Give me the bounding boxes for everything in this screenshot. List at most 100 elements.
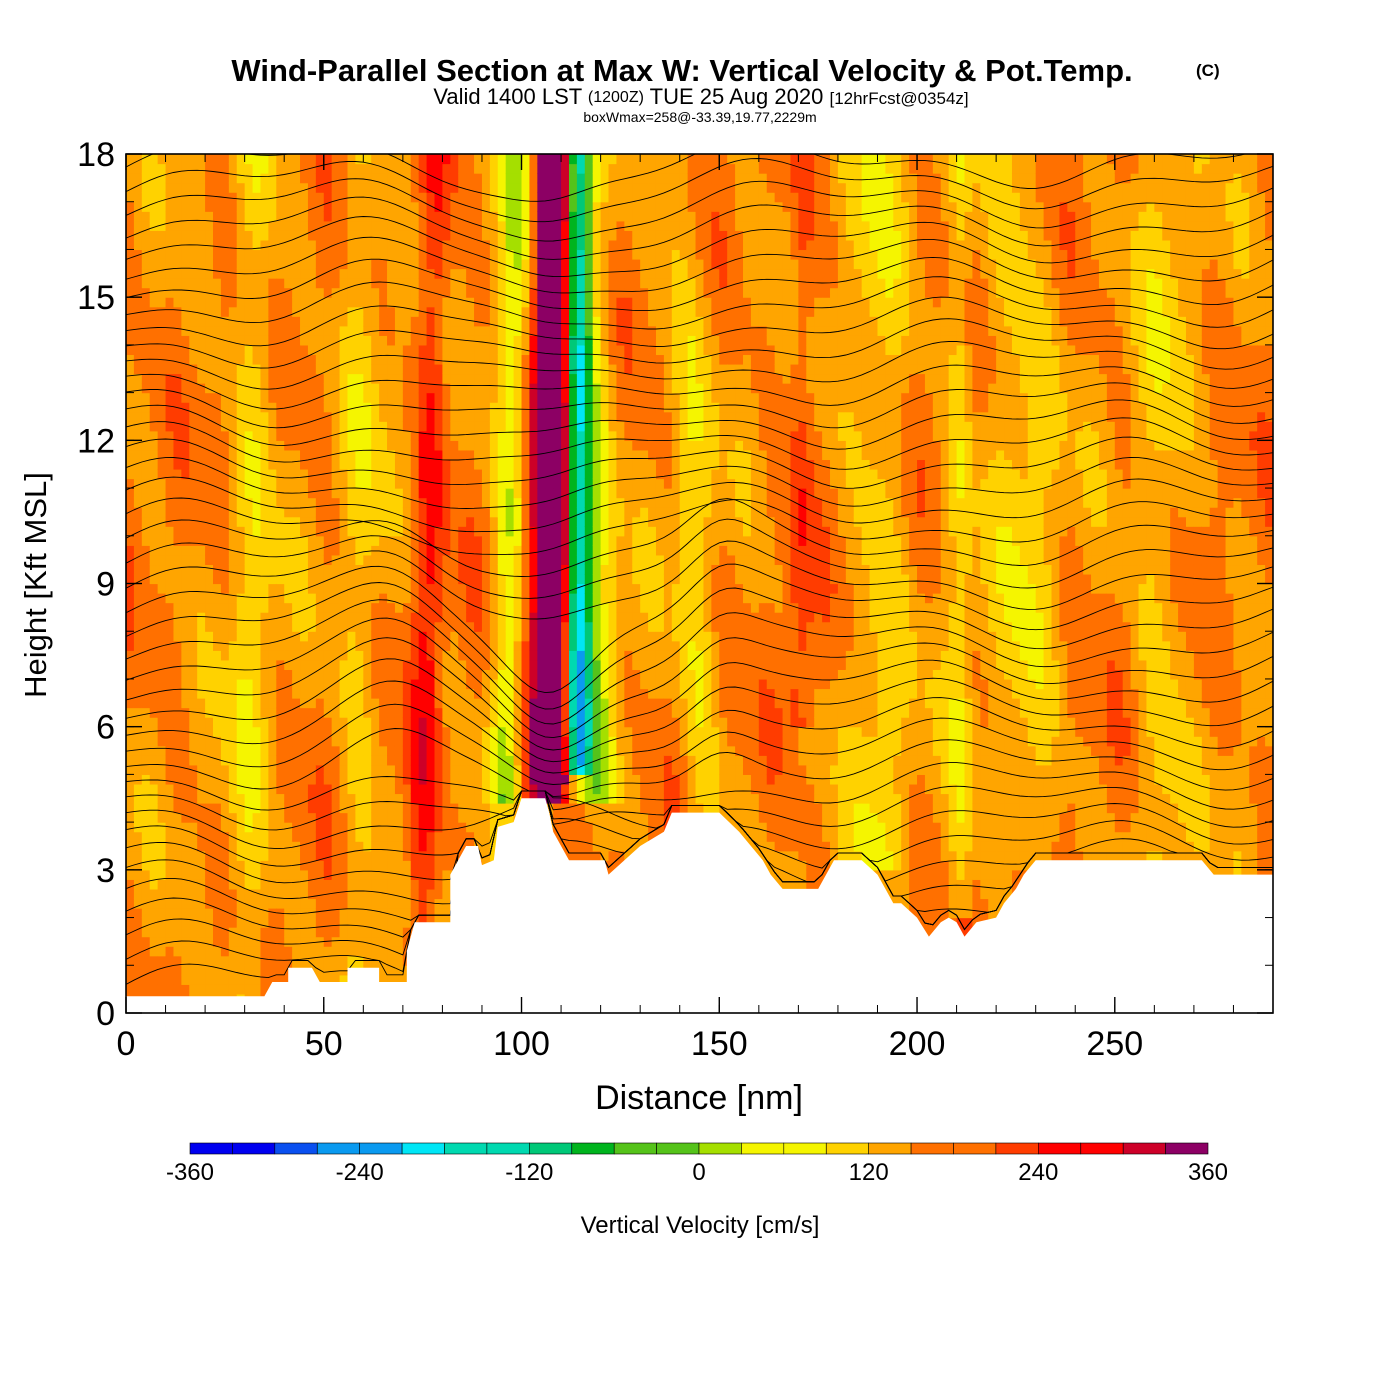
w-cell: [166, 316, 175, 326]
w-cell: [134, 326, 143, 336]
w-cell: [387, 860, 396, 870]
w-cell: [355, 221, 364, 231]
w-cell: [545, 354, 554, 364]
w-cell: [371, 688, 380, 698]
w-cell: [537, 278, 546, 288]
w-cell: [427, 803, 436, 813]
w-cell: [545, 393, 554, 403]
w-cell: [260, 202, 269, 212]
w-cell: [197, 335, 206, 345]
w-cell: [442, 354, 451, 364]
w-cell: [173, 593, 182, 603]
w-cell: [379, 479, 388, 489]
w-cell: [189, 774, 198, 784]
w-cell: [237, 736, 246, 746]
w-cell: [173, 173, 182, 183]
w-cell: [158, 584, 167, 594]
w-cell: [229, 698, 238, 708]
w-cell: [134, 421, 143, 431]
w-cell: [561, 784, 570, 794]
w-cell: [260, 593, 269, 603]
w-cell: [395, 249, 404, 259]
w-cell: [229, 650, 238, 660]
w-cell: [395, 965, 404, 975]
w-cell: [205, 183, 214, 193]
w-cell: [537, 288, 546, 298]
w-cell: [158, 736, 167, 746]
w-cell: [229, 450, 238, 460]
w-cell: [537, 479, 546, 489]
w-cell: [537, 383, 546, 393]
w-cell: [340, 765, 349, 775]
w-cell: [173, 517, 182, 527]
w-cell: [332, 793, 341, 803]
w-cell: [276, 421, 285, 431]
w-cell: [395, 230, 404, 240]
w-cell: [268, 402, 277, 412]
w-cell: [403, 612, 412, 622]
w-cell: [379, 288, 388, 298]
w-cell: [363, 584, 372, 594]
w-cell: [173, 736, 182, 746]
w-cell: [126, 393, 135, 403]
w-cell: [332, 479, 341, 489]
w-cell: [189, 612, 198, 622]
w-cell: [387, 908, 396, 918]
w-cell: [205, 708, 214, 718]
w-cell: [253, 431, 262, 441]
w-cell: [229, 164, 238, 174]
w-cell: [506, 354, 515, 364]
w-cell: [347, 354, 356, 364]
w-cell: [482, 555, 491, 565]
w-cell: [300, 507, 309, 517]
w-cell: [482, 793, 491, 803]
w-cell: [213, 364, 222, 374]
w-cell: [553, 603, 562, 613]
w-cell: [284, 278, 293, 288]
w-cell: [237, 937, 246, 947]
w-cell: [158, 946, 167, 956]
w-cell: [173, 622, 182, 632]
w-cell: [126, 307, 135, 317]
w-cell: [142, 221, 151, 231]
w-cell: [189, 230, 198, 240]
w-cell: [403, 784, 412, 794]
w-cell: [324, 183, 333, 193]
w-cell: [545, 278, 554, 288]
w-cell: [419, 507, 428, 517]
w-cell: [308, 679, 317, 689]
w-cell: [150, 393, 159, 403]
w-cell: [268, 612, 277, 622]
w-cell: [537, 555, 546, 565]
w-cell: [506, 297, 515, 307]
w-cell: [300, 612, 309, 622]
w-cell: [395, 736, 404, 746]
w-cell: [158, 402, 167, 412]
w-cell: [276, 412, 285, 422]
w-cell: [332, 259, 341, 269]
w-cell: [442, 431, 451, 441]
w-cell: [276, 946, 285, 956]
w-cell: [173, 803, 182, 813]
w-cell: [308, 622, 317, 632]
w-cell: [466, 421, 475, 431]
w-cell: [537, 431, 546, 441]
w-cell: [126, 192, 135, 202]
w-cell: [284, 574, 293, 584]
w-cell: [197, 221, 206, 231]
w-cell: [498, 412, 507, 422]
w-cell: [316, 288, 325, 298]
w-cell: [435, 860, 444, 870]
w-cell: [205, 679, 214, 689]
w-cell: [435, 374, 444, 384]
w-cell: [126, 717, 135, 727]
w-cell: [379, 269, 388, 279]
w-cell: [158, 622, 167, 632]
w-cell: [316, 746, 325, 756]
w-cell: [371, 345, 380, 355]
w-cell: [253, 288, 262, 298]
w-cell: [197, 545, 206, 555]
w-cell: [276, 698, 285, 708]
w-cell: [442, 717, 451, 727]
w-cell: [142, 383, 151, 393]
